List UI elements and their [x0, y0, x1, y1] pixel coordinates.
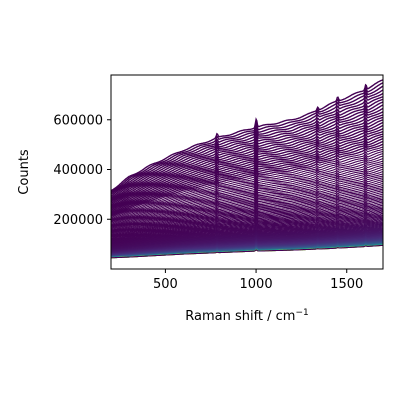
y-tick-label: 200000 [53, 213, 103, 228]
spectrum-line [111, 146, 383, 219]
spectrum-line [111, 168, 383, 228]
spectrum-line [111, 135, 383, 215]
spectrum-line [111, 179, 383, 232]
series-layer [111, 79, 383, 259]
spectrum-line [111, 143, 383, 218]
spectrum-line [111, 211, 383, 245]
x-tick-label: 1000 [240, 277, 273, 292]
spectrum-line [111, 195, 383, 239]
spectrum-line [111, 133, 383, 214]
spectrum-line [111, 210, 383, 245]
x-axis: 500 1000 1500 [153, 269, 363, 292]
spectrum-line [111, 130, 383, 213]
spectrum-line [111, 140, 383, 216]
spectrum-line [111, 89, 383, 195]
spectrum-line [111, 180, 383, 233]
spectrum-line [111, 186, 383, 235]
spectrum-line [111, 173, 383, 230]
spectrum-line [111, 92, 383, 197]
spectrum-line [111, 191, 383, 237]
spectrum-line [111, 190, 383, 237]
spectrum-line [111, 212, 383, 246]
spectrum-line [111, 216, 383, 247]
spectrum-line [111, 204, 383, 242]
spectrum-line [111, 98, 383, 200]
spectrum-line [111, 116, 383, 207]
spectrum-line [111, 175, 383, 231]
x-axis-label: Raman shift / cm−1 [185, 308, 309, 324]
spectrum-line [111, 104, 383, 202]
spectrum-line [111, 182, 383, 234]
spectrum-line [111, 198, 383, 240]
spectrum-line [111, 107, 383, 203]
spectrum-line [111, 214, 383, 246]
spectrum-line [111, 164, 383, 226]
spectrum-line [111, 184, 383, 234]
spectrum-line [111, 155, 383, 222]
spectrum-line [111, 124, 383, 210]
spectrum-line [111, 111, 383, 205]
spectrum-line [111, 157, 383, 223]
spectrum-line [111, 222, 383, 250]
y-axis-label: Counts [17, 149, 32, 195]
spectrum-line [111, 166, 383, 227]
spectrum-line [111, 119, 383, 208]
spectrum-line [111, 188, 383, 236]
y-tick-label: 400000 [53, 163, 103, 178]
spectrum-line [111, 206, 383, 243]
spectrum-line [111, 197, 383, 240]
x-axis-label-superscript: −1 [295, 308, 308, 318]
spectrum-line [111, 170, 383, 229]
spectrum-line [111, 193, 383, 238]
spectrum-line [111, 160, 383, 225]
spectrum-line [111, 162, 383, 226]
plot-frame [110, 74, 384, 270]
spectrum-line [111, 96, 383, 199]
spectrum-line [111, 219, 383, 249]
spectrum-line [111, 218, 383, 248]
x-tick-label: 500 [153, 277, 178, 292]
y-axis: 200000 400000 600000 [53, 113, 111, 228]
spectrum-line [111, 150, 383, 221]
spectrum-line [111, 152, 383, 221]
spectrum-line [111, 114, 383, 206]
spectrum-line [111, 227, 383, 252]
spectrum-line [111, 85, 383, 194]
spectrum-line [111, 215, 383, 247]
spectrum-line [111, 203, 383, 242]
spectrum-line [111, 207, 383, 244]
spectrum-line [111, 101, 383, 201]
y-tick-label: 600000 [53, 113, 103, 128]
spectrum-line [111, 201, 383, 241]
spectrum-line [111, 221, 383, 249]
x-tick-label: 1500 [330, 277, 363, 292]
spectrum-line [111, 217, 383, 248]
spectrum-line [111, 177, 383, 232]
spectrum-line [111, 208, 383, 244]
spectrum-line [111, 127, 383, 211]
spectrum-line [111, 121, 383, 209]
spectrum-line [111, 244, 383, 259]
spectrum-line [111, 137, 383, 215]
spectrum-line [111, 148, 383, 220]
spectrum-line [111, 82, 383, 193]
spectrum-line [111, 200, 383, 241]
spectrum-line [111, 79, 383, 192]
